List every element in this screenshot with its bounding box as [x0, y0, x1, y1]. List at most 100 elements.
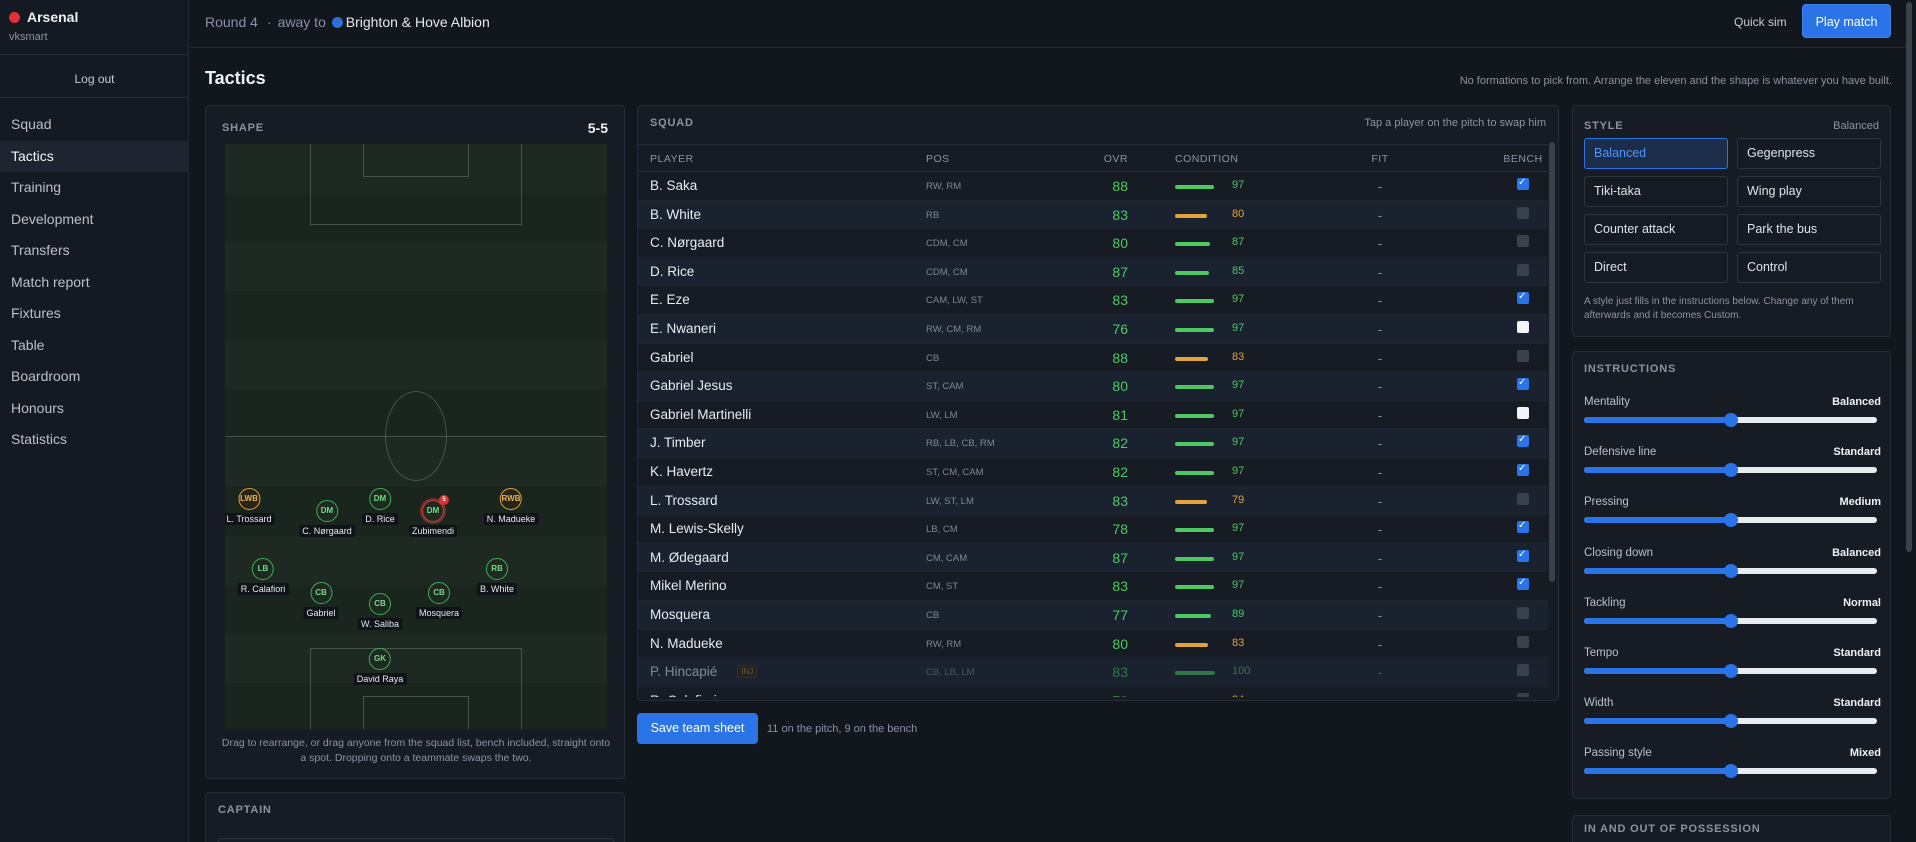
table-row[interactable]: C. Nørgaard CDM, CM 80 87 - [638, 229, 1548, 258]
player-token[interactable]: DM D. Rice [362, 488, 398, 525]
table-row[interactable]: K. Havertz ST, CM, CAM 82 97 - [638, 458, 1548, 487]
player-name[interactable]: Mikel Merino [650, 578, 727, 594]
style-option-direct[interactable]: Direct [1584, 252, 1728, 283]
player-name[interactable]: Gabriel Martinelli [650, 406, 752, 422]
table-row[interactable]: R. Calafiori LB, CB 78 84 - [638, 687, 1548, 697]
sidebar-item-tactics[interactable]: Tactics [0, 140, 189, 172]
sidebar-item-fixtures[interactable]: Fixtures [11, 305, 61, 321]
table-row[interactable]: L. Trossard LW, ST, LM 83 79 - [638, 486, 1548, 516]
quick-sim-button[interactable]: Quick sim [1734, 15, 1787, 29]
player-name[interactable]: Gabriel [650, 349, 694, 365]
table-row[interactable]: Mosquera CB 77 89 - [638, 601, 1548, 630]
col-player[interactable]: PLAYER [650, 153, 694, 165]
page-scrollbar[interactable] [1906, 2, 1912, 552]
bench-checkbox[interactable] [1517, 263, 1529, 276]
player-name[interactable]: B. White [650, 206, 702, 222]
sidebar-item-statistics[interactable]: Statistics [11, 431, 68, 447]
table-row[interactable]: E. Nwaneri RW, CM, RM 76 97 - [638, 315, 1548, 344]
table-row[interactable]: P. Hincapié INJ CB, LB, LM 83 100 - [638, 658, 1548, 687]
player-token[interactable]: RWB N. Madueke [483, 488, 539, 525]
table-row[interactable]: M. Lewis-Skelly LB, CM 78 97 - [638, 515, 1548, 544]
table-row[interactable]: B. Saka RW, RM 88 97 - [638, 172, 1548, 201]
sidebar-item-training[interactable]: Training [11, 179, 62, 195]
sidebar-item-match-report[interactable]: Match report [11, 273, 90, 290]
slider-thumb[interactable] [1723, 513, 1738, 528]
bench-checkbox[interactable] [1517, 549, 1529, 562]
bench-checkbox[interactable] [1517, 377, 1529, 391]
slider-thumb[interactable] [1723, 613, 1738, 628]
instruction-slider[interactable] [1584, 563, 1877, 578]
col-pos[interactable]: POS [926, 153, 950, 165]
slider-thumb[interactable] [1723, 714, 1738, 729]
player-token[interactable]: DM 5 Zubimendi [408, 495, 458, 537]
style-option-counter-attack[interactable]: Counter attack [1584, 214, 1728, 245]
instruction-slider[interactable] [1584, 714, 1877, 729]
player-name[interactable]: Gabriel Jesus [650, 378, 733, 394]
bench-checkbox[interactable] [1517, 635, 1529, 648]
bench-checkbox[interactable] [1517, 664, 1529, 677]
player-name[interactable]: K. Havertz [650, 464, 714, 479]
bench-checkbox[interactable] [1517, 406, 1529, 419]
bench-checkbox[interactable] [1517, 692, 1529, 697]
player-name[interactable]: M. Lewis-Skelly [650, 521, 744, 537]
player-token[interactable]: LB R. Calafiori [237, 558, 289, 595]
bench-checkbox[interactable] [1517, 434, 1529, 448]
player-token[interactable]: GK David Raya [353, 648, 407, 685]
style-option-tiki-taka[interactable]: Tiki-taka [1584, 176, 1728, 207]
instruction-slider[interactable] [1584, 513, 1877, 528]
player-name[interactable]: M. Ødegaard [650, 549, 729, 565]
table-row[interactable]: B. White RB 83 80 - [638, 200, 1548, 230]
style-option-wing-play[interactable]: Wing play [1737, 176, 1881, 207]
bench-checkbox[interactable] [1517, 321, 1529, 333]
col-ovr[interactable]: OVR [1103, 153, 1128, 165]
bench-checkbox[interactable] [1517, 492, 1529, 505]
sidebar-item-honours[interactable]: Honours [11, 399, 64, 416]
table-row[interactable]: M. Ødegaard CM, CAM 87 97 - [638, 543, 1548, 573]
logout-button[interactable]: Log out [74, 72, 115, 86]
table-row[interactable]: Gabriel CB 88 83 - [638, 344, 1548, 373]
bench-checkbox[interactable] [1517, 577, 1529, 591]
instruction-slider[interactable] [1584, 463, 1877, 478]
player-token[interactable]: CB W. Saliba [357, 593, 403, 630]
player-name[interactable]: Mosquera [650, 607, 711, 622]
bench-checkbox[interactable] [1517, 177, 1529, 190]
player-name[interactable]: R. Calafiori [650, 693, 717, 697]
player-token[interactable]: LWB L. Trossard [225, 488, 275, 525]
player-name[interactable]: B. Saka [650, 178, 698, 193]
col-fit[interactable]: FIT [1371, 153, 1389, 165]
instruction-slider[interactable] [1584, 613, 1877, 628]
slider-thumb[interactable] [1723, 463, 1738, 478]
player-name[interactable]: D. Rice [650, 263, 695, 279]
player-name[interactable]: E. Nwaneri [650, 321, 717, 336]
table-row[interactable]: D. Rice CDM, CM 87 85 - [638, 257, 1548, 287]
sidebar-item-transfers[interactable]: Transfers [11, 242, 70, 258]
table-row[interactable]: N. Madueke RW, RM 80 83 - [638, 630, 1548, 659]
sidebar-item-development[interactable]: Development [11, 210, 94, 227]
instruction-slider[interactable] [1584, 413, 1877, 427]
sidebar-item-squad[interactable]: Squad [11, 116, 52, 132]
table-row[interactable]: Gabriel Martinelli LW, LM 81 97 - [638, 401, 1548, 430]
pitch[interactable]: LWB L. Trossard DM C. Nørgaard DM D. Rice DM 5 Z… [225, 144, 607, 729]
sidebar-item-boardroom[interactable]: Boardroom [11, 368, 81, 384]
bench-checkbox[interactable] [1517, 206, 1529, 219]
bench-checkbox[interactable] [1517, 291, 1529, 305]
bench-checkbox[interactable] [1517, 520, 1529, 534]
player-token[interactable]: CB Gabriel [303, 582, 339, 619]
bench-checkbox[interactable] [1517, 235, 1529, 248]
sidebar-item-table[interactable]: Table [11, 336, 45, 353]
play-match-button[interactable]: Play match [1802, 4, 1891, 38]
player-name[interactable]: L. Trossard [650, 492, 718, 508]
bench-checkbox[interactable] [1517, 349, 1529, 362]
captain-select[interactable] [218, 838, 614, 842]
player-token[interactable]: RB B. White [476, 558, 518, 595]
table-row[interactable]: J. Timber RB, LB, CB, RM 82 97 - [638, 429, 1548, 458]
instruction-slider[interactable] [1584, 764, 1877, 779]
style-option-gegenpress[interactable]: Gegenpress [1737, 138, 1881, 169]
bench-checkbox[interactable] [1517, 463, 1529, 476]
player-name[interactable]: N. Madueke [650, 635, 723, 651]
player-token[interactable]: DM C. Nørgaard [299, 500, 355, 537]
slider-thumb[interactable] [1723, 563, 1738, 578]
player-token[interactable]: CB Mosquera [415, 582, 463, 619]
save-team-sheet-button[interactable]: Save team sheet [637, 713, 758, 744]
player-name[interactable]: P. Hincapié [650, 664, 718, 680]
